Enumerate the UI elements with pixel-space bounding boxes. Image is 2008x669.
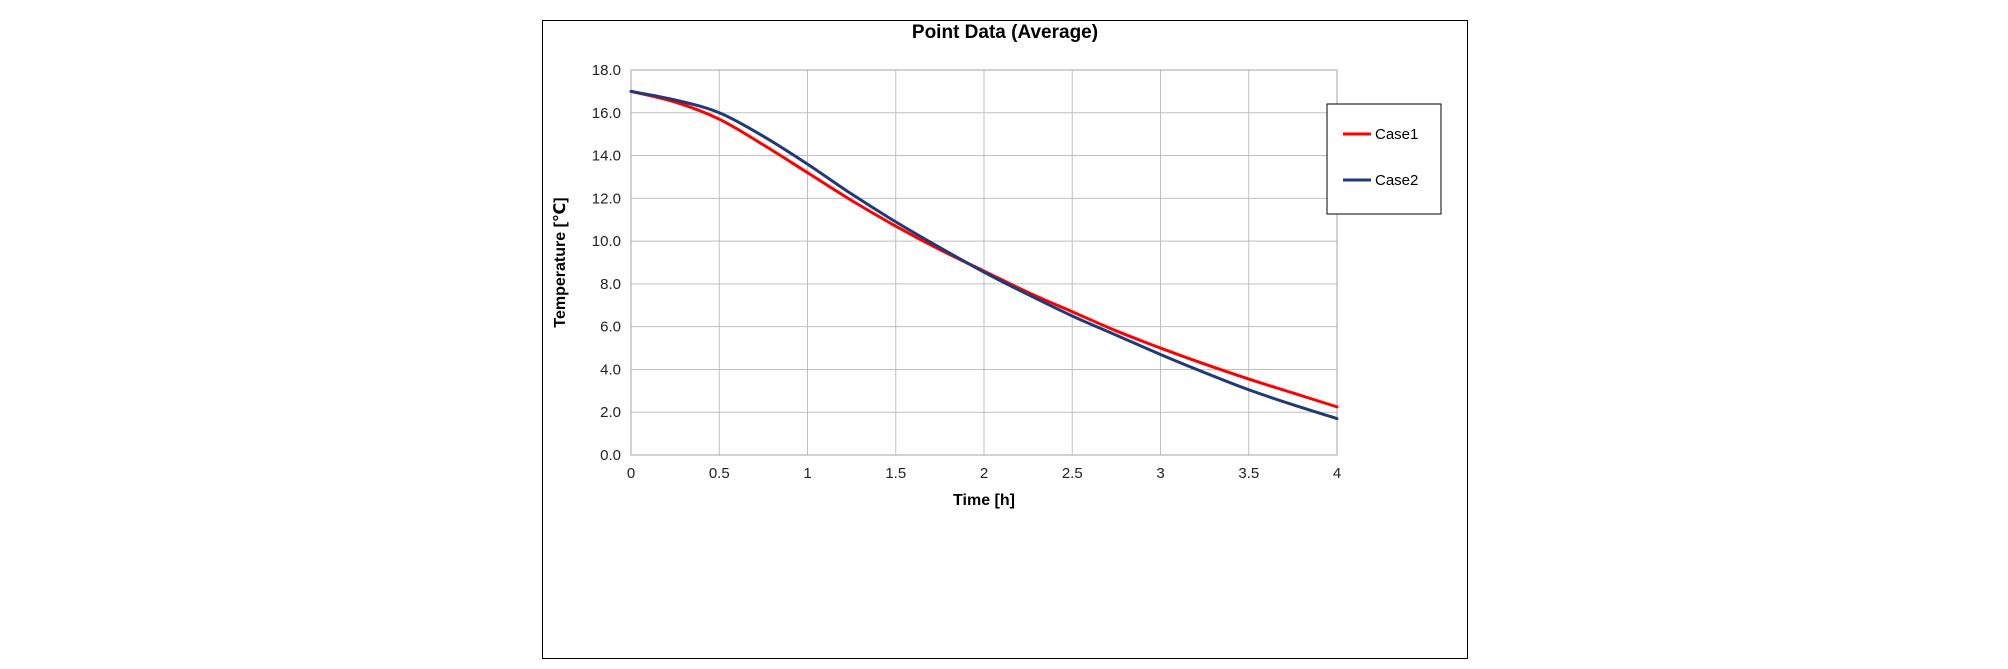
x-axis-title: Time [h] <box>953 492 1015 509</box>
x-tick-label: 2.5 <box>1062 465 1083 482</box>
grid-lines <box>630 69 1338 456</box>
plot-area <box>630 69 1338 456</box>
y-axis-title: Temperature [℃] <box>552 197 569 327</box>
line-chart: Point Data (Average) 0 0.5 1 1.5 2 2.5 3 3.5 4 0… <box>552 22 1442 509</box>
y-tick-label: 6.0 <box>600 319 621 336</box>
x-tick-label: 1.5 <box>885 465 906 482</box>
y-tick-label: 12.0 <box>592 190 621 207</box>
x-tick-label: 3.5 <box>1238 465 1259 482</box>
y-tick-label: 18.0 <box>592 62 621 79</box>
x-tick-label: 1 <box>803 465 811 482</box>
x-tick-label: 3 <box>1156 465 1164 482</box>
y-tick-label: 10.0 <box>592 233 621 250</box>
y-tick-label: 2.0 <box>600 404 621 421</box>
x-tick-label: 0.5 <box>709 465 730 482</box>
legend-label-case2: Case2 <box>1375 172 1418 189</box>
x-tick-label: 4 <box>1333 465 1341 482</box>
y-tick-label: 0.0 <box>600 447 621 464</box>
y-tick-label: 4.0 <box>600 361 621 378</box>
legend: Case1 Case2 <box>1326 103 1442 215</box>
x-tick-label: 0 <box>627 465 635 482</box>
y-tick-label: 16.0 <box>592 105 621 122</box>
legend-box <box>1326 103 1442 215</box>
chart-frame: Point Data (Average) 0 0.5 1 1.5 2 2.5 3 3.5 4 0… <box>542 20 1468 659</box>
chart-title: Point Data (Average) <box>912 22 1098 43</box>
y-tick-label: 14.0 <box>592 148 621 165</box>
series-lines <box>629 89 1339 421</box>
y-tick-label: 8.0 <box>600 276 621 293</box>
series-line-case2 <box>629 89 1339 421</box>
x-tick-labels: 0 0.5 1 1.5 2 2.5 3 3.5 4 <box>627 465 1341 482</box>
legend-label-case1: Case1 <box>1375 126 1418 143</box>
y-tick-labels: 0.0 2.0 4.0 6.0 8.0 10.0 12.0 14.0 16.0 18.0 <box>592 62 621 464</box>
x-tick-label: 2 <box>980 465 988 482</box>
